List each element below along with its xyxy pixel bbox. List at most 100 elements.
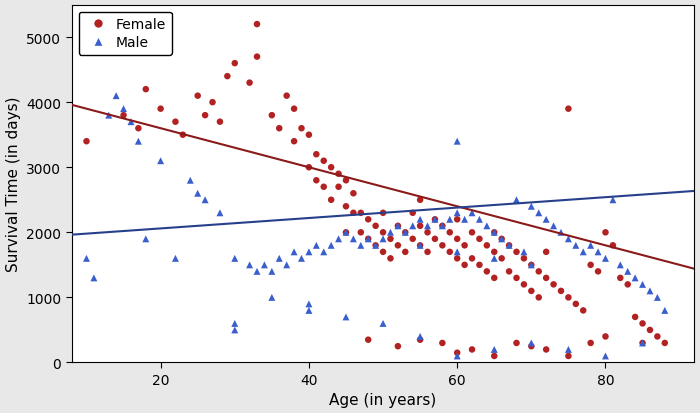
Female (326, 197, 337, 204)
Female (555, 288, 566, 294)
Female (311, 152, 322, 158)
Female (222, 74, 233, 80)
Y-axis label: Survival Time (in days): Survival Time (in days) (6, 97, 20, 272)
Female (348, 210, 359, 216)
Female (496, 236, 507, 242)
Female (474, 236, 485, 242)
Male (645, 288, 656, 294)
Male (303, 307, 314, 314)
Female (637, 340, 648, 347)
Female (400, 230, 411, 236)
Female (481, 242, 492, 249)
Female (503, 242, 514, 249)
Male (266, 268, 277, 275)
Female (533, 294, 545, 301)
Female (392, 223, 403, 230)
Male (88, 275, 99, 282)
Female (496, 255, 507, 262)
Male (81, 255, 92, 262)
Female (392, 242, 403, 249)
Male (326, 242, 337, 249)
Female (303, 132, 314, 139)
Female (600, 333, 611, 340)
Male (155, 158, 166, 165)
Male (622, 268, 634, 275)
Female (288, 139, 300, 145)
Female (437, 223, 448, 230)
Male (133, 139, 144, 145)
Female (526, 343, 537, 350)
Male (452, 353, 463, 359)
Male (637, 340, 648, 347)
Male (518, 249, 529, 256)
X-axis label: Age (in years): Age (in years) (330, 392, 437, 408)
Male (370, 242, 382, 249)
Male (170, 255, 181, 262)
Male (489, 230, 500, 236)
Female (140, 87, 151, 93)
Male (592, 249, 603, 256)
Male (214, 210, 225, 216)
Male (229, 327, 240, 333)
Female (659, 340, 671, 347)
Female (452, 255, 463, 262)
Male (600, 255, 611, 262)
Female (563, 106, 574, 113)
Female (377, 230, 388, 236)
Female (288, 106, 300, 113)
Female (489, 249, 500, 256)
Female (407, 210, 419, 216)
Male (199, 197, 211, 204)
Female (563, 353, 574, 359)
Male (296, 255, 307, 262)
Male (459, 216, 470, 223)
Male (377, 320, 388, 327)
Male (400, 230, 411, 236)
Female (511, 275, 522, 282)
Female (437, 340, 448, 347)
Female (414, 242, 426, 249)
Female (251, 22, 262, 28)
Female (503, 268, 514, 275)
Female (444, 230, 456, 236)
Female (459, 262, 470, 268)
Female (489, 353, 500, 359)
Male (548, 223, 559, 230)
Female (229, 61, 240, 67)
Female (407, 236, 419, 242)
Female (629, 314, 641, 320)
Male (563, 236, 574, 242)
Female (214, 119, 225, 126)
Female (622, 281, 634, 288)
Female (540, 347, 552, 353)
Female (452, 349, 463, 356)
Female (481, 268, 492, 275)
Female (199, 113, 211, 119)
Male (526, 204, 537, 210)
Male (474, 216, 485, 223)
Female (518, 281, 529, 288)
Male (422, 223, 433, 230)
Male (355, 242, 366, 249)
Male (659, 307, 671, 314)
Female (585, 262, 596, 268)
Female (118, 113, 130, 119)
Female (155, 106, 166, 113)
Female (370, 242, 382, 249)
Female (578, 307, 589, 314)
Male (340, 230, 351, 236)
Female (340, 230, 351, 236)
Female (363, 236, 374, 242)
Male (229, 320, 240, 327)
Male (303, 301, 314, 307)
Female (326, 164, 337, 171)
Male (377, 236, 388, 242)
Female (296, 126, 307, 132)
Female (311, 178, 322, 184)
Male (585, 242, 596, 249)
Male (125, 119, 136, 126)
Male (333, 236, 344, 242)
Male (452, 210, 463, 216)
Female (526, 288, 537, 294)
Male (140, 236, 151, 242)
